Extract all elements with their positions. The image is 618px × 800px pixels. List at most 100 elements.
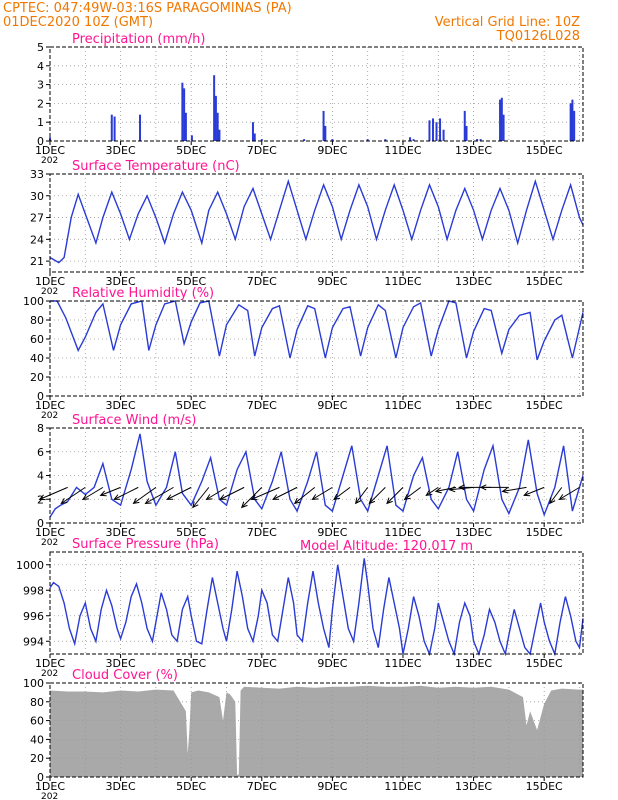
pressure-frame <box>49 551 584 655</box>
cloud-ytick-label: 60 <box>30 715 44 728</box>
wind-arrow <box>479 484 509 491</box>
precip-bar <box>214 95 217 141</box>
precip-bar <box>431 118 434 141</box>
precip-ytick-label: 0 <box>37 135 44 148</box>
wind-arrow-head <box>272 494 280 500</box>
precip-xtick-label: 1DEC <box>35 144 65 157</box>
wind-arrow-head <box>386 497 393 505</box>
wind-arrow-head <box>81 494 89 500</box>
cloud-xtick-label: 9DEC <box>317 780 347 793</box>
wind-xtick-label: 3DEC <box>106 526 136 539</box>
precip-bar <box>324 125 327 141</box>
pressure-xtick-label: 7DEC <box>247 657 277 670</box>
precip-bar <box>331 139 334 141</box>
wind-arrow-shaft <box>523 486 545 496</box>
cloud-xtick-label: 1DEC <box>35 780 65 793</box>
wind-xtick-label: 5DEC <box>176 526 206 539</box>
wind-arrow-head <box>354 497 362 505</box>
wind-arrow-head <box>458 484 465 491</box>
rh-xtick-label: 7DEC <box>247 399 277 412</box>
temp-xtick-label: 7DEC <box>247 275 277 288</box>
wind-arrow-shaft <box>368 487 386 504</box>
wind-arrow-shaft <box>114 486 139 500</box>
pressure-plot-area <box>50 552 583 654</box>
wind-arrow-head <box>240 501 248 509</box>
rh-xtick-label: 9DEC <box>317 399 347 412</box>
pressure-xtick-label: 9DEC <box>317 657 347 670</box>
cloud-ytick-label: 20 <box>30 752 44 765</box>
wind-arrow-head <box>311 494 319 500</box>
precip-bar <box>479 139 482 141</box>
wind-arrow-shaft <box>502 486 527 492</box>
wind-arrow-head <box>250 494 258 501</box>
temp-xtick-label: 15DEC <box>526 275 563 288</box>
wind-xtick-label: 11DEC <box>384 526 421 539</box>
cloud-ytick-label: 80 <box>30 696 44 709</box>
wind-arrow <box>403 486 421 501</box>
wind-arrow <box>219 486 245 500</box>
precip-bar <box>213 75 216 141</box>
wind-arrow <box>368 487 386 505</box>
wind-arrow <box>293 486 316 505</box>
precip-ytick-label: 2 <box>37 97 44 110</box>
wind-arrow <box>523 486 545 497</box>
cloud-title: Cloud Cover (%) <box>72 668 178 683</box>
wind-arrow <box>386 487 404 505</box>
wind-arrow-shaft <box>39 486 68 500</box>
wind-arrow-head <box>60 497 68 505</box>
wind-arrow <box>99 486 121 497</box>
precip-bar <box>260 139 263 141</box>
wind-line <box>49 433 584 518</box>
temp-ytick-label: 33 <box>30 168 44 181</box>
wind-xtick-label: 7DEC <box>247 526 277 539</box>
precip-bar <box>476 139 479 141</box>
wind-arrow-head <box>99 490 107 497</box>
wind-arrow-head <box>192 501 199 509</box>
wind-arrow <box>250 486 280 501</box>
wind-arrow-head <box>434 487 442 494</box>
rh-xtick-label: 3DEC <box>106 399 136 412</box>
cloud-panel: 0 20 40 60 80 100 1DEC 3DEC 5DEC 7DEC 9DEC 11DEC 13D… <box>23 668 584 800</box>
rh-year-label-clipped: 202 <box>41 411 58 421</box>
wind-xtick-label: 13DEC <box>455 526 492 539</box>
cloud-ytick-label: 40 <box>30 733 44 746</box>
temp-ytick-label: 27 <box>30 212 44 225</box>
precip-xtick-label: 5DEC <box>176 144 206 157</box>
temp-xtick-label: 9DEC <box>317 275 347 288</box>
wind-arrow <box>144 486 174 504</box>
wind-arrow-shaft <box>145 486 174 504</box>
precip-xtick-label: 13DEC <box>455 144 492 157</box>
precip-bar <box>439 118 442 141</box>
temp-plot-area <box>50 174 583 272</box>
rh-xtick-label: 13DEC <box>455 399 492 412</box>
wind-arrow-shaft <box>272 486 298 500</box>
wind-arrow-head <box>132 497 140 505</box>
header-grid-note: Vertical Grid Line: 10Z <box>435 15 580 30</box>
wind-arrow-head <box>523 490 531 497</box>
wind-ytick-label: 4 <box>37 470 44 483</box>
rh-xtick-label: 1DEC <box>35 399 65 412</box>
wind-arrow-shaft <box>404 486 421 500</box>
precip-bar <box>218 129 221 141</box>
precip-ytick-label: 3 <box>37 79 44 92</box>
pressure-title: Surface Pressure (hPa) <box>72 537 219 552</box>
pressure-ytick-label: 998 <box>23 584 44 597</box>
wind-arrow-shaft <box>549 487 563 504</box>
wind-arrow <box>333 486 351 501</box>
rh-ytick-label: 40 <box>30 352 44 365</box>
precip-xtick-label: 11DEC <box>384 144 421 157</box>
cloud-xtick-label: 7DEC <box>247 780 277 793</box>
wind-arrow-shaft <box>386 487 404 504</box>
precip-bar <box>366 139 369 141</box>
wind-arrow-shaft <box>294 486 316 504</box>
rh-ytick-label: 80 <box>30 314 44 327</box>
wind-arrow <box>81 486 104 500</box>
precip-frame <box>49 46 584 142</box>
wind-arrow-shaft <box>559 486 580 500</box>
wind-xtick-label: 1DEC <box>35 526 65 539</box>
wind-arrow-head <box>425 489 433 497</box>
pressure-ytick-label: 996 <box>23 610 44 623</box>
precip-bar <box>113 116 116 141</box>
header: CPTEC: 047:49W-03:16S PARAGOMINAS (PA) 0… <box>3 1 580 44</box>
